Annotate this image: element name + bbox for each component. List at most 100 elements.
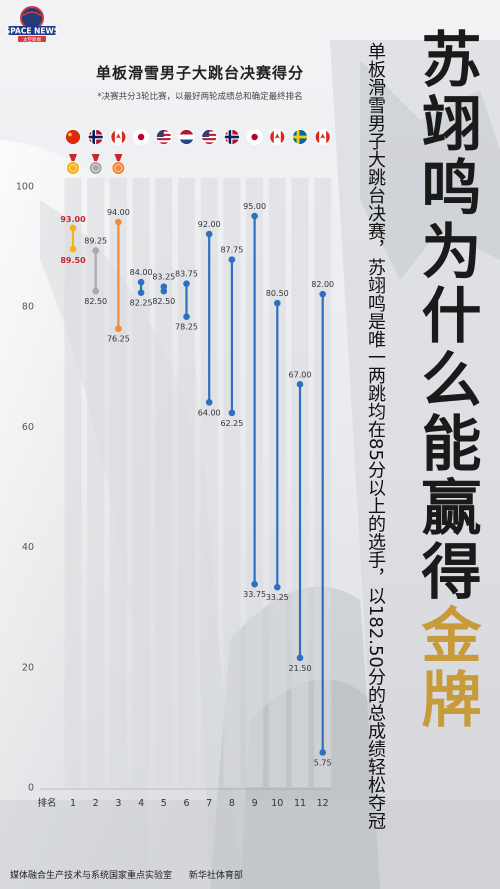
space-news-logo: SPACE NEWS 太空新闻 [6, 6, 58, 43]
x-tick-label: 11 [294, 798, 306, 809]
footer: 媒体融合生产技术与系统国家重点实验室 新华社体育部 [10, 868, 257, 881]
bronze-medal-icon [111, 154, 126, 175]
column-stripe [200, 178, 218, 787]
low-value-label: 33.25 [266, 593, 289, 602]
x-tick-label: 9 [252, 798, 258, 809]
high-value-label: 84.00 [130, 268, 153, 277]
norway-flag-icon [87, 129, 104, 145]
side-subtitle: 单板滑雪男子大跳台决赛，苏翊鸣是唯一两跳均在85分以上的选手，以182.50分的… [365, 42, 386, 830]
high-value-label: 83.25 [152, 273, 175, 282]
low-value-label: 82.25 [130, 299, 153, 308]
low-value-label: 89.50 [60, 256, 86, 265]
high-value-label: 93.00 [60, 215, 86, 224]
x-tick-label: 4 [138, 798, 144, 809]
high-value-label: 89.25 [84, 237, 107, 246]
x-axis-label: 排名 [37, 797, 56, 809]
high-value-label: 92.00 [198, 220, 221, 229]
column-stripe [155, 178, 173, 787]
gold-medal-icon [66, 154, 80, 175]
usa-flag-icon [201, 129, 218, 145]
high-value-label: 67.00 [289, 370, 312, 379]
side-title-gold: 金牌 [411, 604, 481, 732]
high-point [319, 290, 327, 298]
low-value-label: 82.50 [152, 297, 175, 306]
high-value-label: 83.75 [175, 270, 198, 279]
sweden-flag-icon [292, 129, 308, 145]
low-point [183, 313, 190, 321]
low-point [69, 245, 77, 253]
low-point [160, 287, 168, 295]
column-stripe [178, 178, 195, 787]
netherlands-flag-icon [178, 129, 195, 145]
chart-title: 单板滑雪男子大跳台决赛得分 [95, 64, 304, 82]
low-value-label: 62.25 [220, 419, 243, 428]
y-tick-label: 60 [22, 422, 34, 433]
x-tick-label: 12 [317, 798, 329, 809]
low-value-label: 21.50 [289, 664, 312, 673]
low-value-label: 64.00 [198, 408, 221, 417]
x-tick-label: 8 [229, 798, 235, 809]
side-title-main: 苏翊鸣为什么能赢得 [411, 28, 481, 604]
high-point [183, 280, 190, 287]
x-tick-label: 3 [115, 798, 121, 809]
column-stripe [109, 178, 127, 787]
high-value-label: 87.75 [220, 246, 243, 255]
low-point [137, 289, 145, 296]
low-value-label: 76.25 [107, 335, 130, 344]
low-value-label: 5.75 [314, 758, 332, 767]
footer-right: 新华社体育部 [188, 871, 243, 881]
high-point [296, 381, 304, 388]
high-point [115, 218, 122, 226]
y-tick-label: 40 [22, 542, 34, 553]
low-point [115, 325, 122, 333]
high-value-label: 95.00 [243, 202, 266, 211]
low-point [319, 749, 327, 756]
x-tick-label: 7 [206, 798, 212, 809]
high-value-label: 82.00 [311, 280, 334, 289]
norway-flag-icon [223, 129, 240, 145]
x-tick-label: 10 [271, 798, 283, 809]
chart-subtitle: *决赛共分3轮比赛，以最好两轮成绩总和确定最终排名 [97, 92, 303, 102]
usa-flag-icon [155, 129, 172, 145]
high-point [205, 230, 213, 238]
high-point [137, 278, 145, 286]
japan-flag-icon [133, 129, 150, 145]
x-tick-label: 5 [161, 798, 167, 809]
high-point [69, 224, 77, 232]
column-stripe [132, 178, 150, 787]
silver-medal-icon [88, 154, 103, 175]
x-tick-label: 2 [93, 798, 99, 809]
japan-flag-icon [246, 129, 263, 145]
column-stripe [87, 178, 105, 787]
x-tick-label: 1 [70, 798, 76, 809]
y-tick-label: 80 [22, 302, 34, 313]
canada-flag-icon [314, 129, 331, 145]
high-point [92, 247, 99, 254]
low-value-label: 33.75 [243, 590, 266, 599]
canada-flag-icon [269, 129, 286, 145]
logo-subtext: 太空新闻 [23, 36, 41, 43]
high-point [251, 212, 258, 220]
low-point [251, 580, 258, 588]
low-value-label: 78.25 [175, 323, 198, 332]
high-value-label: 80.50 [266, 289, 289, 298]
low-point [274, 583, 281, 591]
y-tick-label: 0 [28, 783, 34, 794]
low-point [92, 287, 99, 295]
footer-left: 媒体融合生产技术与系统国家重点实验室 [10, 871, 173, 881]
high-point [228, 256, 236, 263]
low-point [296, 654, 304, 662]
canada-flag-icon [110, 129, 127, 145]
x-tick-label: 6 [183, 798, 189, 809]
y-tick-label: 20 [22, 662, 34, 673]
column-stripe [64, 178, 82, 787]
logo-text: SPACE NEWS [6, 27, 58, 36]
low-value-label: 82.50 [84, 297, 107, 306]
column-stripe [223, 178, 241, 787]
side-title: 苏翊鸣为什么能赢得金牌 [398, 28, 494, 838]
y-tick-label: 100 [16, 182, 34, 193]
low-point [205, 399, 213, 406]
low-point [228, 409, 236, 417]
